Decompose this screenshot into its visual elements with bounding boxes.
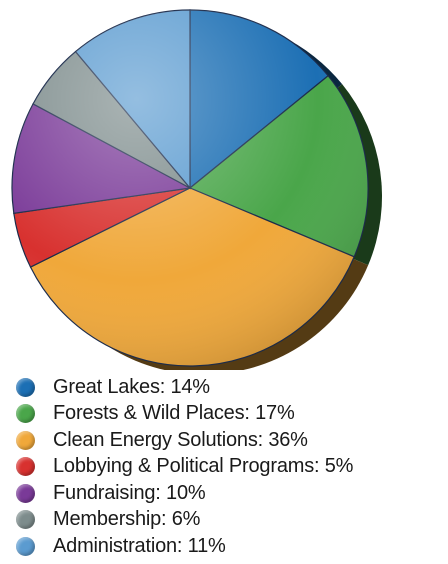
pie-chart — [11, 9, 383, 370]
legend-label-fundraising: Fundraising: 10% — [53, 481, 206, 504]
legend-swatch-lobbying-political-programs — [16, 457, 35, 477]
legend-label-membership: Membership: 6% — [53, 508, 201, 531]
legend-label-great-lakes: Great Lakes: 14% — [53, 375, 210, 398]
legend-label-lobbying-political-programs: Lobbying & Political Programs: 5% — [53, 455, 354, 478]
legend-swatch-great-lakes — [16, 377, 35, 397]
legend-item-forests-wild-places: Forests & Wild Places: 17% — [16, 401, 353, 428]
legend-swatch-forests-wild-places — [16, 404, 35, 424]
legend-item-fundraising: Fundraising: 10% — [16, 480, 353, 507]
legend-item-clean-energy-solutions: Clean Energy Solutions: 36% — [16, 427, 353, 454]
legend-item-administration: Administration: 11% — [16, 533, 353, 560]
legend-item-lobbying-political-programs: Lobbying & Political Programs: 5% — [16, 454, 353, 481]
legend-swatch-membership — [16, 510, 35, 530]
legend-label-administration: Administration: 11% — [53, 534, 226, 557]
legend-item-great-lakes: Great Lakes: 14% — [16, 374, 353, 401]
legend-swatch-administration — [16, 536, 35, 556]
legend-label-clean-energy-solutions: Clean Energy Solutions: 36% — [53, 428, 308, 451]
legend-swatch-fundraising — [16, 483, 35, 503]
chart-legend: Great Lakes: 14% Forests & Wild Places: 1… — [16, 374, 353, 560]
legend-item-membership: Membership: 6% — [16, 507, 353, 534]
legend-label-forests-wild-places: Forests & Wild Places: 17% — [53, 402, 295, 425]
legend-swatch-clean-energy-solutions — [16, 430, 35, 450]
